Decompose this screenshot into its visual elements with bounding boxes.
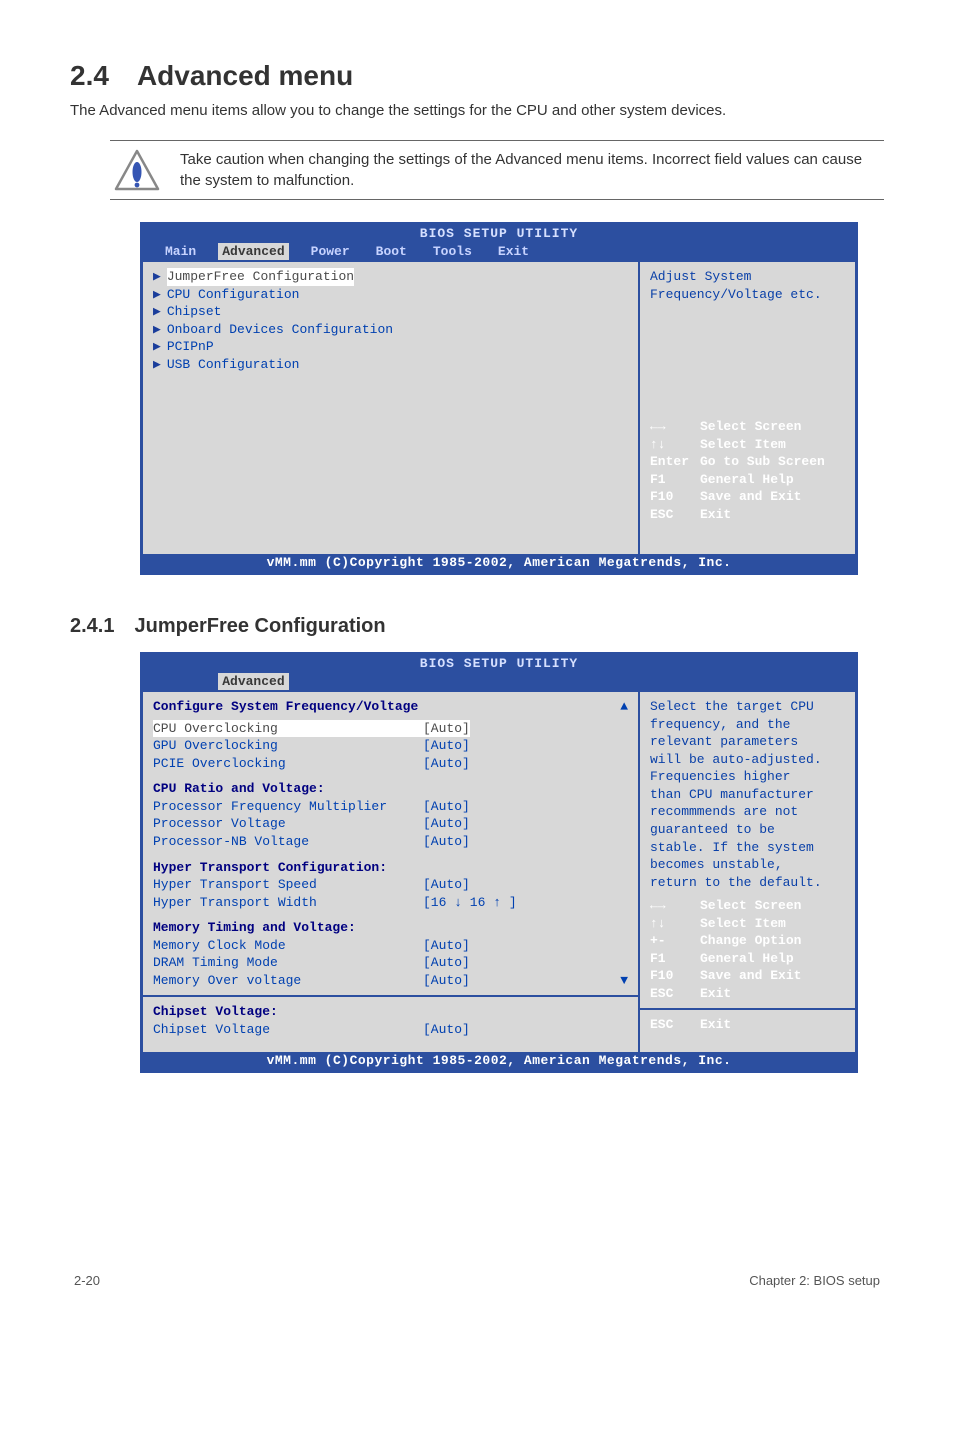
section-number: 2.4 <box>70 60 109 91</box>
page-number: 2-20 <box>74 1273 100 1288</box>
subsection-heading: 2.4.1 JumperFree Configuration <box>70 615 884 638</box>
page-footer: 2-20 Chapter 2: BIOS setup <box>70 1273 884 1288</box>
tab-boot[interactable]: Boot <box>372 243 411 261</box>
group-cpu-ratio: CPU Ratio and Voltage: <box>153 780 628 798</box>
row-mem-overvolt[interactable]: Memory Over voltage[Auto] <box>153 972 620 990</box>
group-mem-timing: Memory Timing and Voltage: <box>153 919 628 937</box>
subsection-number: 2.4.1 <box>70 615 114 637</box>
row-cpu-overclock[interactable]: CPU Overclocking[Auto] <box>153 720 628 738</box>
row-mem-clock[interactable]: Memory Clock Mode[Auto] <box>153 937 628 955</box>
row-ht-speed[interactable]: Hyper Transport Speed[Auto] <box>153 876 628 894</box>
bios-tabs: Main Advanced Power Boot Tools Exit <box>143 243 855 263</box>
row-chipset-volt[interactable]: Chipset Voltage[Auto] <box>153 1021 628 1039</box>
key-list: ←→Select Screen ↑↓Select Item +-Change O… <box>650 897 847 1002</box>
caution-icon <box>114 149 160 191</box>
row-freq-mult[interactable]: Processor Frequency Multiplier[Auto] <box>153 798 628 816</box>
triangle-icon: ▶ <box>153 268 161 286</box>
bios-copyright: vMM.mm (C)Copyright 1985-2002, American … <box>143 554 855 572</box>
menu-usb-config[interactable]: ▶USB Configuration <box>153 356 628 374</box>
tab-power[interactable]: Power <box>307 243 354 261</box>
scroll-down-icon: ▼ <box>620 972 628 990</box>
bios-title: BIOS SETUP UTILITY <box>143 655 855 673</box>
section-heading: 2.4 Advanced menu <box>70 60 884 92</box>
tab-advanced[interactable]: Advanced <box>218 673 288 691</box>
tab-exit[interactable]: Exit <box>494 243 533 261</box>
row-proc-nb-volt[interactable]: Processor-NB Voltage[Auto] <box>153 833 628 851</box>
scroll-up-icon: ▲ <box>620 698 628 716</box>
row-gpu-overclock[interactable]: GPU Overclocking[Auto] <box>153 737 628 755</box>
bios-main-panel: ▶JumperFree Configuration ▶CPU Configura… <box>143 262 640 553</box>
menu-cpu-config[interactable]: ▶CPU Configuration <box>153 286 628 304</box>
bios-window-advanced: BIOS SETUP UTILITY Main Advanced Power B… <box>140 222 858 575</box>
key-list: ←→Select Screen ↑↓Select Item EnterGo to… <box>650 418 847 523</box>
triangle-icon: ▶ <box>153 303 161 321</box>
bios-side-panel: Select the target CPU frequency, and the… <box>640 692 855 1052</box>
bios-window-jumperfree: BIOS SETUP UTILITY Main Advanced Configu… <box>140 652 858 1074</box>
help-text: Select the target CPU frequency, and the… <box>650 698 847 891</box>
bios-main-panel: Configure System Frequency/Voltage▲ CPU … <box>143 692 640 1052</box>
row-proc-volt[interactable]: Processor Voltage[Auto] <box>153 815 628 833</box>
row-dram-timing[interactable]: DRAM Timing Mode[Auto] <box>153 954 628 972</box>
menu-onboard[interactable]: ▶Onboard Devices Configuration <box>153 321 628 339</box>
subsection-title: JumperFree Configuration <box>134 615 385 637</box>
help-text: Adjust System Frequency/Voltage etc. <box>650 268 847 378</box>
config-header: Configure System Frequency/Voltage <box>153 698 620 716</box>
tab-advanced[interactable]: Advanced <box>218 243 288 261</box>
bios-copyright: vMM.mm (C)Copyright 1985-2002, American … <box>143 1052 855 1070</box>
section-intro: The Advanced menu items allow you to cha… <box>70 100 884 122</box>
row-ht-width[interactable]: Hyper Transport Width[16 ↓ 16 ↑ ] <box>153 894 628 912</box>
tab-tools[interactable]: Tools <box>429 243 476 261</box>
menu-pcipnp[interactable]: ▶PCIPnP <box>153 338 628 356</box>
bios-title: BIOS SETUP UTILITY <box>143 225 855 243</box>
key-list-esc: ESCExit <box>650 1016 847 1034</box>
triangle-icon: ▶ <box>153 356 161 374</box>
bios-side-panel: Adjust System Frequency/Voltage etc. ←→S… <box>640 262 855 553</box>
section-title: Advanced menu <box>137 60 353 91</box>
menu-chipset[interactable]: ▶Chipset <box>153 303 628 321</box>
triangle-icon: ▶ <box>153 286 161 304</box>
row-pcie-overclock[interactable]: PCIE Overclocking[Auto] <box>153 755 628 773</box>
caution-box: Take caution when changing the settings … <box>110 140 884 200</box>
menu-jumperfree[interactable]: ▶JumperFree Configuration <box>153 268 628 286</box>
triangle-icon: ▶ <box>153 321 161 339</box>
caution-text: Take caution when changing the settings … <box>180 149 880 191</box>
tab-main[interactable]: Main <box>161 243 200 261</box>
triangle-icon: ▶ <box>153 338 161 356</box>
group-chipset-volt: Chipset Voltage: <box>153 1003 628 1021</box>
group-hyper-transport: Hyper Transport Configuration: <box>153 859 628 877</box>
chapter-label: Chapter 2: BIOS setup <box>749 1273 880 1288</box>
bios-tabs: Main Advanced <box>143 673 855 693</box>
